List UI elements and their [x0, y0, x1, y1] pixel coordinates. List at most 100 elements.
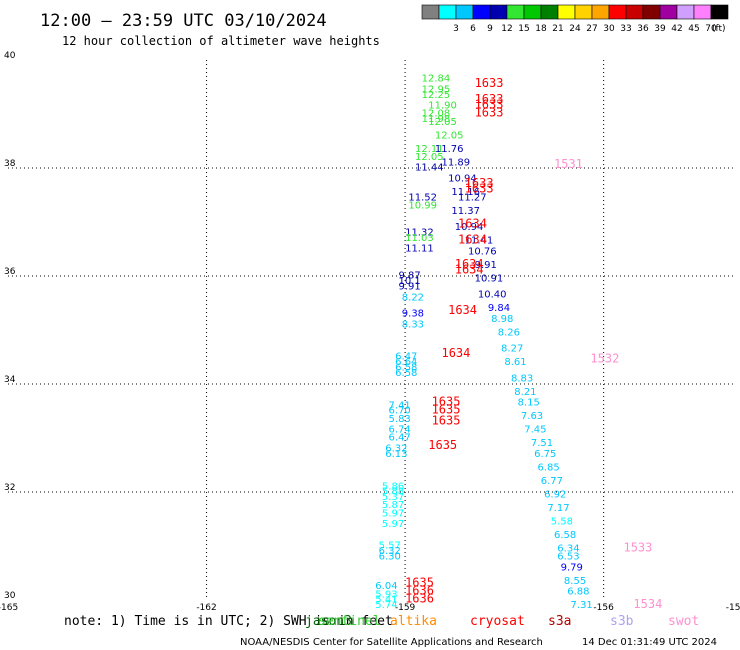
wave-height-label: 9.38 [402, 309, 424, 320]
wave-height-label: 7.41 [389, 400, 411, 411]
pass-time-label: 1634 [448, 303, 477, 317]
wave-height-label: 8.22 [402, 292, 424, 303]
wave-height-label: 7.31 [571, 600, 593, 611]
wave-height-label: 11.32 [405, 228, 434, 239]
colorbar-swatch [506, 4, 525, 20]
wave-height-label: 9.84 [488, 303, 510, 314]
wave-height-label: 7.51 [531, 438, 553, 449]
colorbar-label: 27 [586, 24, 597, 34]
wave-height-label: 9.87 [398, 271, 420, 282]
wave-height-label: 6.75 [534, 449, 556, 460]
colorbar-label: 30 [603, 24, 615, 34]
colorbar-swatch [625, 4, 644, 20]
wave-height-label: 5.87 [382, 500, 404, 511]
colorbar-swatch [710, 4, 729, 20]
axis-ticks: -165-162-159-156-153-154303234363840 [0, 51, 740, 613]
wave-height-label: 11.41 [465, 236, 494, 247]
wave-height-label: 6.30 [379, 552, 401, 563]
wave-height-label: 9.91 [475, 260, 497, 271]
y-tick-label: 36 [4, 267, 16, 277]
data-points: 12.8412.9512.2511.9012.0811.9812.0512.05… [375, 74, 593, 611]
wave-height-label: 8.15 [518, 398, 540, 409]
colorbar-swatch [438, 4, 457, 20]
wave-height-label: 10.76 [468, 246, 497, 257]
pass-time-label: 1633 [465, 176, 494, 190]
wave-height-label: 12.84 [422, 74, 451, 85]
pass-time-label: 1634 [455, 262, 484, 276]
wave-height-label: 12.08 [422, 109, 451, 120]
colorbar-swatch [472, 4, 491, 20]
color-bar: 3 6 9 12 15 18 21 24 27 30 33 36 39 42 45 70 [421, 4, 729, 34]
wave-height-label: 12.95 [422, 84, 451, 95]
footer-timestamp: 14 Dec 01:31:49 UTC 2024 [582, 637, 717, 648]
x-tick-label: -162 [196, 603, 216, 613]
pass-time-label: 1636 [405, 592, 434, 606]
colorbar-swatch [455, 4, 474, 20]
colorbar-label: 15 [518, 24, 529, 34]
wave-height-label: 6.92 [544, 489, 566, 500]
legend-satellite-s3a: s3a [548, 614, 571, 629]
wave-height-label: 6.53 [557, 552, 579, 563]
colorbar-swatch [642, 4, 661, 20]
wave-height-label: 6.88 [567, 587, 589, 598]
colorbar-label: 36 [637, 24, 649, 34]
y-tick-label: 32 [4, 483, 15, 493]
wave-height-label: 5.83 [389, 414, 411, 425]
colorbar-label: 24 [569, 24, 581, 34]
colorbar-label: 12 [501, 24, 512, 34]
wave-height-label: 8.61 [504, 357, 526, 368]
wave-height-label: 6.70 [389, 406, 411, 417]
wave-height-label: 11.37 [451, 206, 480, 217]
colorbar-unit: (ft) [712, 24, 726, 34]
wave-height-label: 11.11 [405, 244, 434, 255]
pass-time-label: 1635 [432, 395, 461, 409]
wave-height-label: 6.47 [395, 352, 417, 363]
colorbar-label: 42 [671, 24, 682, 34]
plot-grid [8, 60, 736, 600]
colorbar-swatch [540, 4, 559, 20]
wave-height-label: 5.41 [375, 595, 397, 606]
wave-height-label: 12.11 [415, 144, 444, 155]
legend-note: note: 1) Time is in UTC; 2) SWH is in fe… [64, 614, 393, 629]
wave-height-label: 6.13 [385, 449, 407, 460]
wave-height-label: 6.47 [389, 433, 411, 444]
wave-height-label: 5.37 [382, 492, 404, 503]
wave-height-label: 9.91 [398, 282, 420, 293]
wave-height-label: 6.34 [557, 543, 579, 554]
colorbar-swatch [421, 4, 440, 20]
wave-height-label: 10.94 [448, 174, 477, 185]
wave-height-label: 10.94 [455, 222, 484, 233]
x-tick-label: -154 [726, 603, 740, 613]
wave-height-label: 5.97 [382, 508, 404, 519]
wave-height-label: 8.27 [501, 344, 523, 355]
wave-height-label: 8.33 [402, 319, 424, 330]
wave-height-label: 8.55 [564, 576, 586, 587]
wave-height-label: 8.98 [491, 314, 513, 325]
pass-time-label: 1532 [590, 351, 619, 365]
wave-height-label: 6.32 [385, 444, 407, 455]
footer-credit: NOAA/NESDIS Center for Satellite Applica… [240, 637, 543, 648]
pass-time-label: 1633 [475, 76, 504, 90]
pass-time-label: 1633 [475, 92, 504, 106]
wave-height-label: 12.25 [422, 90, 451, 101]
colorbar-swatch [523, 4, 542, 20]
pass-time-label: 1531 [554, 157, 583, 171]
colorbar-swatch [608, 4, 627, 20]
y-tick-label: 40 [4, 51, 16, 61]
colorbar-swatch [574, 4, 593, 20]
wave-height-label: 5.57 [379, 541, 401, 552]
wave-height-label: 12.05 [435, 130, 464, 141]
wave-height-label: 5.74 [375, 600, 397, 611]
y-tick-label: 34 [4, 375, 16, 385]
wave-height-label: 5.97 [382, 519, 404, 530]
legend-satellite-swot: swot [668, 614, 699, 629]
pass-time-label: 1635 [432, 414, 461, 428]
y-tick-label: 38 [4, 159, 16, 169]
pass-time-label: 1634 [455, 257, 484, 271]
wave-height-label: 11.52 [408, 192, 437, 203]
chart-title: 12:00 — 23:59 UTC 03/10/2024 [40, 11, 327, 31]
wave-height-label: 6.58 [395, 368, 417, 379]
wave-height-label: 6.04 [375, 581, 397, 592]
wave-height-label: 6.64 [395, 357, 417, 368]
